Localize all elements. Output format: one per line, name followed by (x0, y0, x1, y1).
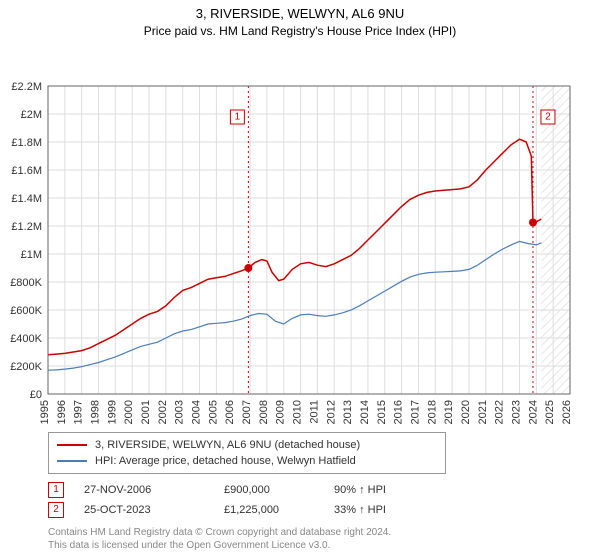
svg-text:2020: 2020 (460, 400, 472, 424)
price-chart: £0 £200K £400K £600K £800K £1M £1.2M £1.4M £1.6M… (0, 38, 600, 428)
sale-pct: 33% ↑ HPI (334, 504, 424, 516)
sale-date: 25-OCT-2023 (84, 504, 224, 516)
sale-price: £1,225,000 (224, 504, 334, 516)
svg-text:2017: 2017 (409, 400, 421, 424)
svg-text:£1.8M: £1.8M (11, 137, 42, 149)
svg-text:2018: 2018 (426, 400, 438, 424)
svg-text:2025: 2025 (544, 400, 556, 424)
svg-text:£800K: £800K (10, 277, 42, 289)
svg-text:2014: 2014 (359, 400, 371, 424)
svg-text:1996: 1996 (56, 400, 68, 424)
svg-text:1997: 1997 (73, 400, 85, 424)
svg-text:£1.2M: £1.2M (11, 221, 42, 233)
svg-text:2002: 2002 (157, 400, 169, 424)
legend-label: 3, RIVERSIDE, WELWYN, AL6 9NU (detached … (95, 439, 360, 451)
svg-text:2008: 2008 (258, 400, 270, 424)
svg-text:2021: 2021 (477, 400, 489, 424)
legend-item: HPI: Average price, detached house, Welw… (57, 453, 437, 469)
svg-text:2004: 2004 (191, 400, 203, 424)
chart-title: 3, RIVERSIDE, WELWYN, AL6 9NU (0, 0, 600, 23)
svg-text:£2.2M: £2.2M (11, 81, 42, 93)
chart-subtitle: Price paid vs. HM Land Registry's House … (0, 23, 600, 38)
svg-text:2022: 2022 (494, 400, 506, 424)
svg-text:1998: 1998 (90, 400, 102, 424)
svg-text:£1.6M: £1.6M (11, 165, 42, 177)
footer-line-2: This data is licensed under the Open Gov… (48, 539, 600, 552)
svg-text:2: 2 (545, 111, 551, 122)
legend-swatch (57, 460, 87, 462)
svg-text:2000: 2000 (123, 400, 135, 424)
svg-text:2001: 2001 (140, 400, 152, 424)
svg-text:2011: 2011 (308, 400, 320, 424)
svg-text:2007: 2007 (241, 400, 253, 424)
svg-text:2023: 2023 (510, 400, 522, 424)
svg-text:£1.4M: £1.4M (11, 193, 42, 205)
sales-table: 1 27-NOV-2006£900,00090% ↑ HPI 2 25-OCT-202… (48, 480, 600, 520)
svg-text:£1M: £1M (21, 249, 42, 261)
svg-text:2010: 2010 (292, 400, 304, 424)
svg-text:£600K: £600K (10, 305, 42, 317)
svg-text:2012: 2012 (325, 400, 337, 424)
footer-line-1: Contains HM Land Registry data © Crown c… (48, 526, 600, 539)
svg-text:2009: 2009 (275, 400, 287, 424)
footer-attribution: Contains HM Land Registry data © Crown c… (48, 526, 600, 552)
svg-text:£200K: £200K (10, 361, 42, 373)
sale-date: 27-NOV-2006 (84, 484, 224, 496)
svg-text:1999: 1999 (106, 400, 118, 424)
svg-text:2024: 2024 (527, 400, 539, 424)
sale-row: 2 25-OCT-2023£1,225,00033% ↑ HPI (48, 500, 600, 520)
sale-pct: 90% ↑ HPI (334, 484, 424, 496)
svg-text:£0: £0 (30, 389, 42, 401)
svg-text:2005: 2005 (207, 400, 219, 424)
legend-item: 3, RIVERSIDE, WELWYN, AL6 9NU (detached … (57, 437, 437, 453)
svg-text:2019: 2019 (443, 400, 455, 424)
svg-text:2016: 2016 (393, 400, 405, 424)
svg-text:2006: 2006 (224, 400, 236, 424)
svg-text:£400K: £400K (10, 333, 42, 345)
legend-swatch (57, 444, 87, 446)
sale-marker: 1 (48, 482, 64, 498)
svg-text:2003: 2003 (174, 400, 186, 424)
sale-price: £900,000 (224, 484, 334, 496)
svg-text:1: 1 (235, 111, 241, 122)
svg-text:1995: 1995 (39, 400, 51, 424)
svg-text:2026: 2026 (561, 400, 573, 424)
sale-marker: 2 (48, 502, 64, 518)
svg-text:2013: 2013 (342, 400, 354, 424)
legend: 3, RIVERSIDE, WELWYN, AL6 9NU (detached … (48, 432, 446, 474)
sale-row: 1 27-NOV-2006£900,00090% ↑ HPI (48, 480, 600, 500)
svg-text:£2M: £2M (21, 109, 42, 121)
svg-text:2015: 2015 (376, 400, 388, 424)
legend-label: HPI: Average price, detached house, Welw… (95, 455, 356, 467)
